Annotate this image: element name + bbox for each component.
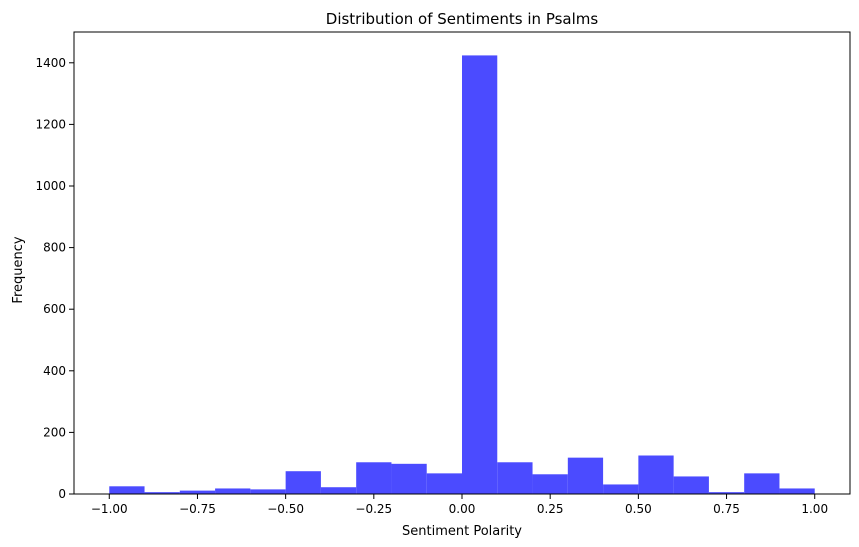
y-tick-label: 1200 xyxy=(35,117,66,131)
histogram-bar-13 xyxy=(567,457,604,494)
x-tick-label: 0.00 xyxy=(449,502,476,516)
histogram-bar-7 xyxy=(356,462,392,494)
histogram-bar-18 xyxy=(744,473,780,494)
histogram-bar-3 xyxy=(215,488,251,494)
y-tick-label: 400 xyxy=(43,364,66,378)
histogram-bar-6 xyxy=(320,487,357,494)
histogram-bar-17 xyxy=(708,492,745,494)
histogram-bar-1 xyxy=(144,492,180,494)
histogram-bar-12 xyxy=(532,474,568,494)
x-tick-label: 0.25 xyxy=(537,502,564,516)
chart-title: Distribution of Sentiments in Psalms xyxy=(326,10,599,28)
y-tick-label: 200 xyxy=(43,425,66,439)
y-tick-label: 0 xyxy=(58,487,66,501)
histogram-bar-11 xyxy=(497,462,533,494)
x-tick-label: −0.75 xyxy=(179,502,216,516)
y-tick-label: 600 xyxy=(43,302,66,316)
histogram-bars xyxy=(109,55,815,495)
y-axis-title: Frequency xyxy=(11,236,26,303)
histogram-bar-8 xyxy=(391,463,427,494)
y-tick-label: 800 xyxy=(43,241,66,255)
histogram-bar-10 xyxy=(462,55,498,495)
x-tick-label: 1.00 xyxy=(801,502,828,516)
histogram-bar-19 xyxy=(779,488,815,494)
histogram-bar-0 xyxy=(109,486,145,494)
x-tick-label: 0.75 xyxy=(713,502,740,516)
x-axis-ticks: −1.00 −0.75 −0.50 −0.25 0.00 0.25 0.50 0.75 1.00 xyxy=(91,494,828,516)
y-tick-label: 1000 xyxy=(35,179,66,193)
x-tick-label: −0.25 xyxy=(355,502,392,516)
x-tick-label: −1.00 xyxy=(91,502,128,516)
y-axis-ticks: 0 200 400 600 800 1000 1200 1400 xyxy=(35,56,74,501)
x-tick-label: 0.50 xyxy=(625,502,652,516)
histogram-bar-14 xyxy=(603,484,639,494)
histogram-bar-15 xyxy=(638,455,674,494)
histogram-bar-9 xyxy=(426,473,462,494)
histogram-bar-2 xyxy=(179,490,216,494)
x-tick-label: −0.50 xyxy=(267,502,304,516)
histogram-bar-4 xyxy=(250,489,286,494)
histogram-bar-16 xyxy=(673,476,709,494)
x-axis-title: Sentiment Polarity xyxy=(402,524,522,539)
histogram-bar-5 xyxy=(285,471,321,494)
y-tick-label: 1400 xyxy=(35,56,66,70)
